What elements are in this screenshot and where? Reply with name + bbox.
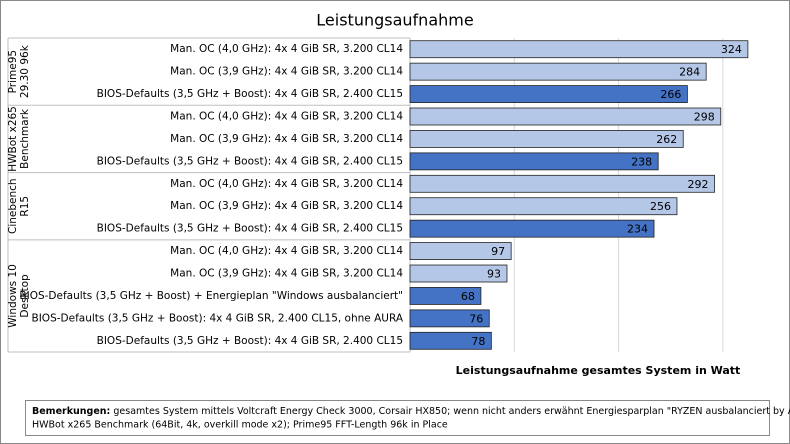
group-label: HWBot x265 <box>7 106 19 172</box>
y-tick-label: BIOS-Defaults (3,5 GHz + Boost) + Energi… <box>19 290 403 302</box>
value-label: 266 <box>660 88 681 101</box>
value-label: 234 <box>627 223 648 236</box>
value-label: 68 <box>461 290 475 303</box>
bar <box>409 197 678 216</box>
bar <box>409 130 684 148</box>
value-label: 324 <box>721 43 742 56</box>
value-label: 238 <box>631 155 652 168</box>
value-label: 78 <box>471 335 485 348</box>
bar <box>409 107 722 126</box>
bar <box>409 242 512 260</box>
bar <box>409 40 749 59</box>
bar <box>409 62 707 81</box>
bar <box>409 152 659 171</box>
group-label: Prime95 <box>7 50 19 93</box>
y-tick-label: Man. OC (4,0 GHz): 4x 4 GiB SR, 3.200 CL… <box>170 43 403 55</box>
y-tick-label: Man. OC (4,0 GHz): 4x 4 GiB SR, 3.200 CL… <box>170 178 403 190</box>
value-label: 256 <box>650 200 671 213</box>
group-label: R15 <box>19 196 31 217</box>
y-tick-label: BIOS-Defaults (3,5 GHz + Boost): 4x 4 Gi… <box>97 88 403 100</box>
note-label: Bemerkungen: <box>32 406 110 417</box>
bar <box>409 85 688 103</box>
value-label: 292 <box>688 178 709 191</box>
note-line: HWBot x265 Benchmark (64Bit, 4k, overkil… <box>32 420 448 431</box>
x-axis-label: Leistungsaufnahme gesamtes System in Wat… <box>456 364 741 377</box>
y-tick-label: BIOS-Defaults (3,5 GHz + Boost): 4x 4 Gi… <box>32 312 404 324</box>
value-label: 298 <box>694 111 715 124</box>
bar <box>409 174 715 193</box>
group-label: Windows 10 <box>7 264 19 328</box>
value-label: 97 <box>491 245 505 258</box>
group-label: Desktop <box>19 274 31 318</box>
bar <box>409 331 492 350</box>
bar <box>409 264 508 283</box>
group-label: 29.30 96k <box>19 44 31 98</box>
y-tick-label: BIOS-Defaults (3,5 GHz + Boost): 4x 4 Gi… <box>97 223 403 235</box>
bar <box>409 287 482 305</box>
note: Bemerkungen: gesamtes System mittels Vol… <box>32 406 790 417</box>
y-tick-label: Man. OC (4,0 GHz): 4x 4 GiB SR, 3.200 CL… <box>170 245 403 257</box>
value-label: 93 <box>487 268 501 281</box>
note-line: gesamtes System mittels Voltcraft Energy… <box>113 406 790 417</box>
y-tick-label: Man. OC (3,9 GHz): 4x 4 GiB SR, 3.200 CL… <box>170 133 403 145</box>
chart-title: Leistungsaufnahme <box>316 11 473 30</box>
y-tick-label: Man. OC (3,9 GHz): 4x 4 GiB SR, 3.200 CL… <box>170 268 403 280</box>
bar <box>409 309 490 328</box>
y-tick-label: Man. OC (4,0 GHz): 4x 4 GiB SR, 3.200 CL… <box>170 111 403 123</box>
value-label: 284 <box>679 66 700 79</box>
group-label: Benchmark <box>19 108 31 169</box>
y-tick-label: BIOS-Defaults (3,5 GHz + Boost): 4x 4 Gi… <box>97 335 403 347</box>
group-label: Cinebench <box>7 178 19 234</box>
bar <box>409 219 655 238</box>
value-label: 76 <box>469 312 483 325</box>
note-box <box>25 400 770 436</box>
y-tick-label: Man. OC (3,9 GHz): 4x 4 GiB SR, 3.200 CL… <box>170 200 403 212</box>
y-tick-label: BIOS-Defaults (3,5 GHz + Boost): 4x 4 Gi… <box>97 155 403 167</box>
value-label: 262 <box>656 133 677 146</box>
y-tick-label: Man. OC (3,9 GHz): 4x 4 GiB SR, 3.200 CL… <box>170 66 403 78</box>
